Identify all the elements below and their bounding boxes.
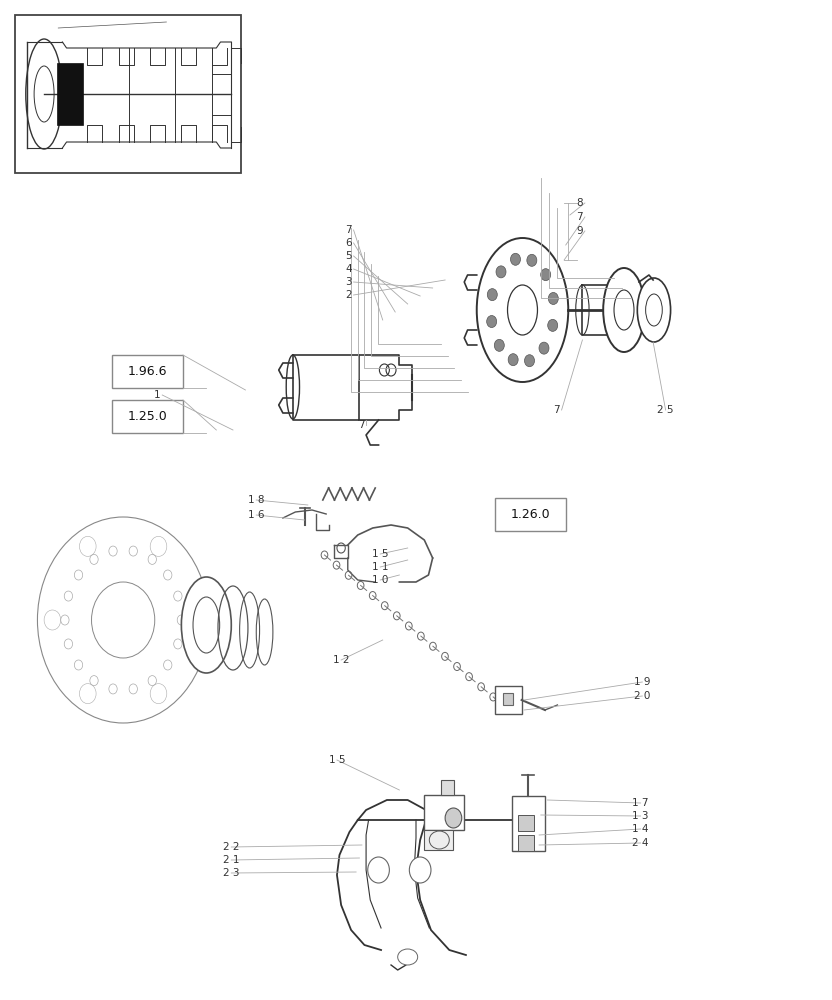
Ellipse shape bbox=[487, 316, 497, 328]
Text: 7: 7 bbox=[577, 212, 583, 222]
Ellipse shape bbox=[445, 808, 462, 828]
Ellipse shape bbox=[547, 319, 557, 331]
Text: 8: 8 bbox=[577, 198, 583, 208]
Text: 1: 1 bbox=[154, 390, 161, 400]
Text: 2 5: 2 5 bbox=[657, 405, 674, 415]
Ellipse shape bbox=[548, 292, 558, 304]
Text: 2 2: 2 2 bbox=[223, 842, 240, 852]
Text: 1 3: 1 3 bbox=[632, 811, 649, 821]
Text: 2 3: 2 3 bbox=[223, 868, 240, 878]
Text: 2: 2 bbox=[345, 290, 352, 300]
Text: 7: 7 bbox=[553, 405, 560, 415]
Bar bbox=[424, 795, 464, 830]
Ellipse shape bbox=[477, 238, 568, 382]
Bar bbox=[512, 796, 545, 851]
Ellipse shape bbox=[398, 949, 418, 965]
Bar bbox=[424, 830, 453, 850]
Text: 1 0: 1 0 bbox=[372, 575, 389, 585]
Ellipse shape bbox=[541, 269, 551, 281]
Bar bbox=[57, 63, 83, 125]
Ellipse shape bbox=[409, 857, 431, 883]
Bar bbox=[441, 780, 454, 795]
Ellipse shape bbox=[494, 339, 504, 351]
Ellipse shape bbox=[508, 354, 518, 366]
Ellipse shape bbox=[496, 266, 506, 278]
Text: 3: 3 bbox=[345, 277, 352, 287]
Text: 5: 5 bbox=[345, 251, 352, 261]
Text: 1.26.0: 1.26.0 bbox=[511, 508, 550, 521]
Text: 1 5: 1 5 bbox=[329, 755, 345, 765]
Bar bbox=[112, 355, 183, 388]
Text: 1.96.6: 1.96.6 bbox=[128, 365, 167, 378]
Text: 1 4: 1 4 bbox=[632, 824, 649, 834]
Ellipse shape bbox=[488, 289, 498, 301]
Ellipse shape bbox=[511, 253, 521, 265]
Ellipse shape bbox=[527, 254, 537, 266]
Text: 1 9: 1 9 bbox=[634, 677, 651, 687]
Ellipse shape bbox=[181, 577, 231, 673]
Text: 2 1: 2 1 bbox=[223, 855, 240, 865]
Text: 2 4: 2 4 bbox=[632, 838, 649, 848]
Ellipse shape bbox=[603, 268, 645, 352]
Text: 4: 4 bbox=[345, 264, 352, 274]
Text: 1 7: 1 7 bbox=[632, 798, 649, 808]
Text: 1.25.0: 1.25.0 bbox=[128, 410, 167, 423]
Bar bbox=[15, 15, 241, 173]
Text: 1 1: 1 1 bbox=[372, 562, 389, 572]
Ellipse shape bbox=[539, 342, 549, 354]
Bar bbox=[503, 693, 513, 705]
Text: 1 2: 1 2 bbox=[333, 655, 349, 665]
Text: 1 6: 1 6 bbox=[248, 510, 265, 520]
Text: 6: 6 bbox=[345, 238, 352, 248]
Text: 7: 7 bbox=[345, 225, 352, 235]
Bar bbox=[495, 686, 522, 714]
Text: 1 5: 1 5 bbox=[372, 549, 389, 559]
Ellipse shape bbox=[524, 355, 534, 367]
Text: 2 0: 2 0 bbox=[634, 691, 651, 701]
Text: 9: 9 bbox=[577, 226, 583, 236]
Ellipse shape bbox=[637, 278, 671, 342]
Text: 7: 7 bbox=[358, 420, 364, 430]
Bar bbox=[112, 400, 183, 433]
Bar bbox=[518, 835, 534, 851]
Text: 1 8: 1 8 bbox=[248, 495, 265, 505]
Bar bbox=[495, 498, 566, 531]
Ellipse shape bbox=[368, 857, 389, 883]
Bar bbox=[518, 815, 534, 831]
